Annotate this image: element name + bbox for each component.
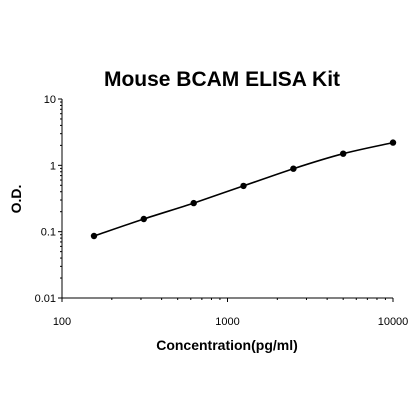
y-tick-label: 10 [44,94,56,106]
series-line [93,141,394,237]
x-tick-label: 10000 [378,316,409,328]
y-tick-label: 0.1 [41,227,56,239]
data-point [290,165,297,172]
x-tick-label: 1000 [215,316,239,328]
data-point [140,215,147,223]
x-tick-label: 100 [53,316,71,328]
y-tick-label: 1 [50,160,56,172]
data-point [240,182,247,190]
chart-title: Mouse BCAM ELISA Kit [104,68,340,91]
data-points [90,139,397,240]
data-point [90,232,98,240]
data-point [389,139,397,146]
x-axis-label: Concentration(pg/ml) [156,337,298,353]
y-axis-label: O.D. [8,185,24,214]
x-ticks: 100 1000 10000 [53,298,408,328]
y-ticks: 0.01 0.1 1 10 [35,94,62,305]
y-tick-label: 0.01 [35,293,56,305]
data-point [340,150,347,157]
data-point [190,199,197,207]
